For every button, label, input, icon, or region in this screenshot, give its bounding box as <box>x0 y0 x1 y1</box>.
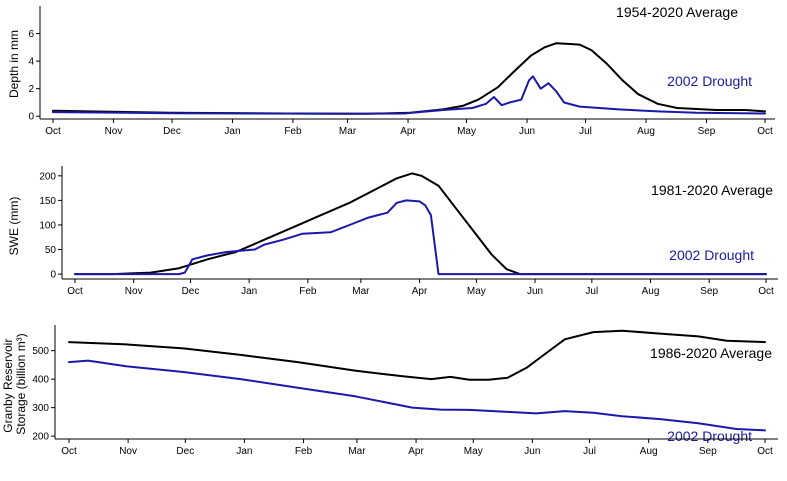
x-tick-label: Apr <box>400 126 416 137</box>
x-tick-label: Dec <box>182 286 200 297</box>
y-ticks: 200 300 400 500 <box>32 346 55 443</box>
panel-reservoir-storage: Granby Reservoir Storage (billion m³) 20… <box>1 325 778 457</box>
y-axis-label-line1: Granby Reservoir <box>1 339 15 433</box>
y-tick-label: 150 <box>39 196 56 207</box>
x-tick-label: Mar <box>348 446 366 457</box>
x-tick-label: Jan <box>236 446 252 457</box>
x-tick-label: May <box>464 446 483 457</box>
annotation-average: 1981-2020 Average <box>651 182 773 198</box>
y-tick-label: 6 <box>28 29 34 40</box>
y-tick-label: 500 <box>32 346 49 357</box>
x-tick-label: Jul <box>579 126 592 137</box>
x-tick-label: Apr <box>408 446 424 457</box>
y-tick-label: 200 <box>32 432 49 443</box>
x-tick-label: May <box>457 126 476 137</box>
series-line-2002-drought <box>52 75 766 115</box>
series-line-2002-drought <box>74 199 767 276</box>
y-tick-label: 4 <box>28 57 34 68</box>
y-tick-label: 0 <box>50 270 56 281</box>
series-line-2002-drought <box>68 359 766 432</box>
annotation-average: 1986-2020 Average <box>650 345 772 361</box>
x-tick-label: Jun <box>519 126 535 137</box>
x-tick-label: Sep <box>699 446 717 457</box>
x-tick-label: Jun <box>524 446 540 457</box>
y-tick-label: 400 <box>32 375 49 386</box>
annotation-drought: 2002 Drought <box>669 247 754 263</box>
y-tick-label: 0 <box>28 112 34 123</box>
annotation-drought: 2002 Drought <box>667 73 752 89</box>
x-tick-label: Aug <box>637 126 655 137</box>
y-tick-label: 300 <box>32 403 49 414</box>
x-tick-label: Oct <box>758 286 774 297</box>
x-tick-label: Mar <box>352 286 370 297</box>
x-ticks: Oct Nov Dec Jan Feb Mar Apr May Jun Jul Aug Sep Oct <box>45 119 773 137</box>
series-lines <box>68 329 766 432</box>
series-lines <box>74 172 767 276</box>
x-tick-label: Jul <box>585 286 598 297</box>
x-tick-label: Oct <box>67 286 83 297</box>
x-tick-label: Dec <box>176 446 194 457</box>
annotation-drought: 2002 Drought <box>667 428 752 444</box>
y-axis-label: Granby Reservoir Storage (billion m³) <box>1 333 28 434</box>
x-tick-label: Nov <box>119 446 137 457</box>
panel-snow-depth: Depth in mm 0 2 4 6 Oct Nov Dec Jan Feb Mar Apr Ma… <box>7 4 775 137</box>
series-line-1954-2020-average <box>52 42 766 115</box>
x-tick-label: Feb <box>295 446 313 457</box>
x-tick-label: May <box>467 286 486 297</box>
x-tick-label: Oct <box>757 446 773 457</box>
y-tick-label: 100 <box>39 220 56 231</box>
panel-swe: SWE (mm) 0 50 100 150 200 Oct Nov Dec Jan Feb Mar… <box>7 166 778 297</box>
annotation-average: 1954-2020 Average <box>616 4 738 20</box>
x-tick-label: Feb <box>299 286 317 297</box>
x-tick-label: Sep <box>700 286 718 297</box>
x-tick-label: Oct <box>61 446 77 457</box>
x-tick-label: Jul <box>583 446 596 457</box>
x-tick-label: Jun <box>527 286 543 297</box>
y-axis-label: Depth in mm <box>7 30 21 98</box>
x-tick-label: Mar <box>339 126 357 137</box>
x-tick-label: Aug <box>642 286 660 297</box>
x-tick-label: Aug <box>640 446 658 457</box>
series-line-1986-2020-average <box>68 329 766 381</box>
y-ticks: 0 50 100 150 200 <box>39 171 62 281</box>
y-tick-label: 50 <box>45 245 57 256</box>
x-tick-label: Nov <box>125 286 143 297</box>
x-tick-label: Feb <box>284 126 302 137</box>
x-tick-label: Apr <box>412 286 428 297</box>
x-tick-label: Dec <box>163 126 181 137</box>
x-ticks: Oct Nov Dec Jan Feb Mar Apr May Jun Jul Aug Sep Oct <box>67 279 774 297</box>
x-tick-label: Oct <box>757 126 773 137</box>
x-tick-label: Jan <box>241 286 257 297</box>
x-tick-label: Sep <box>698 126 716 137</box>
y-axis-label-line2: Storage (billion m³) <box>14 333 28 434</box>
x-tick-label: Jan <box>224 126 240 137</box>
y-tick-label: 200 <box>39 171 56 182</box>
x-tick-label: Nov <box>105 126 123 137</box>
series-lines <box>52 42 766 115</box>
y-axis-label: SWE (mm) <box>7 197 21 256</box>
x-ticks: Oct Nov Dec Jan Feb Mar Apr May Jun Jul Aug Sep Oct <box>61 439 773 457</box>
y-tick-label: 2 <box>28 84 34 95</box>
x-tick-label: Oct <box>45 126 61 137</box>
y-ticks: 0 2 4 6 <box>28 29 40 123</box>
